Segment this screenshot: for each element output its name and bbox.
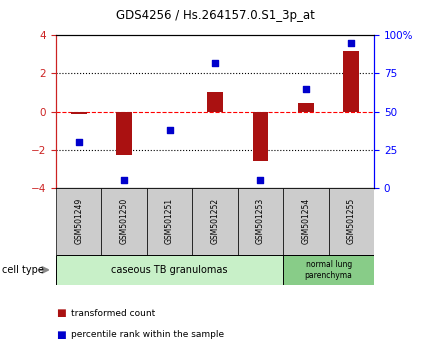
Text: transformed count: transformed count <box>71 309 155 318</box>
Text: GSM501251: GSM501251 <box>165 198 174 244</box>
Text: percentile rank within the sample: percentile rank within the sample <box>71 330 224 339</box>
Text: normal lung
parenchyma: normal lung parenchyma <box>305 260 353 280</box>
Bar <box>147 188 192 255</box>
Text: ■: ■ <box>56 330 66 339</box>
Point <box>348 40 355 46</box>
Bar <box>56 188 101 255</box>
Point <box>302 86 309 92</box>
Bar <box>252 112 268 161</box>
Point <box>257 177 264 183</box>
Bar <box>298 103 314 112</box>
Point <box>121 177 128 183</box>
Point <box>166 127 173 133</box>
Text: GDS4256 / Hs.264157.0.S1_3p_at: GDS4256 / Hs.264157.0.S1_3p_at <box>116 9 314 22</box>
Bar <box>283 255 374 285</box>
Text: GSM501250: GSM501250 <box>120 198 129 244</box>
Bar <box>238 188 283 255</box>
Text: GSM501255: GSM501255 <box>347 198 356 244</box>
Text: GSM501253: GSM501253 <box>256 198 265 244</box>
Point <box>212 60 218 65</box>
Text: GSM501254: GSM501254 <box>301 198 310 244</box>
Bar <box>344 51 359 112</box>
Bar <box>116 112 132 155</box>
Bar <box>56 255 283 285</box>
Text: ■: ■ <box>56 308 66 318</box>
Bar <box>192 188 238 255</box>
Bar <box>71 112 86 114</box>
Bar <box>162 112 178 113</box>
Bar <box>101 188 147 255</box>
Text: cell type: cell type <box>2 265 44 275</box>
Text: GSM501249: GSM501249 <box>74 198 83 244</box>
Bar <box>283 188 329 255</box>
Point <box>75 139 82 145</box>
Bar <box>207 92 223 112</box>
Bar <box>329 188 374 255</box>
Text: GSM501252: GSM501252 <box>211 198 219 244</box>
Text: caseous TB granulomas: caseous TB granulomas <box>111 265 228 275</box>
